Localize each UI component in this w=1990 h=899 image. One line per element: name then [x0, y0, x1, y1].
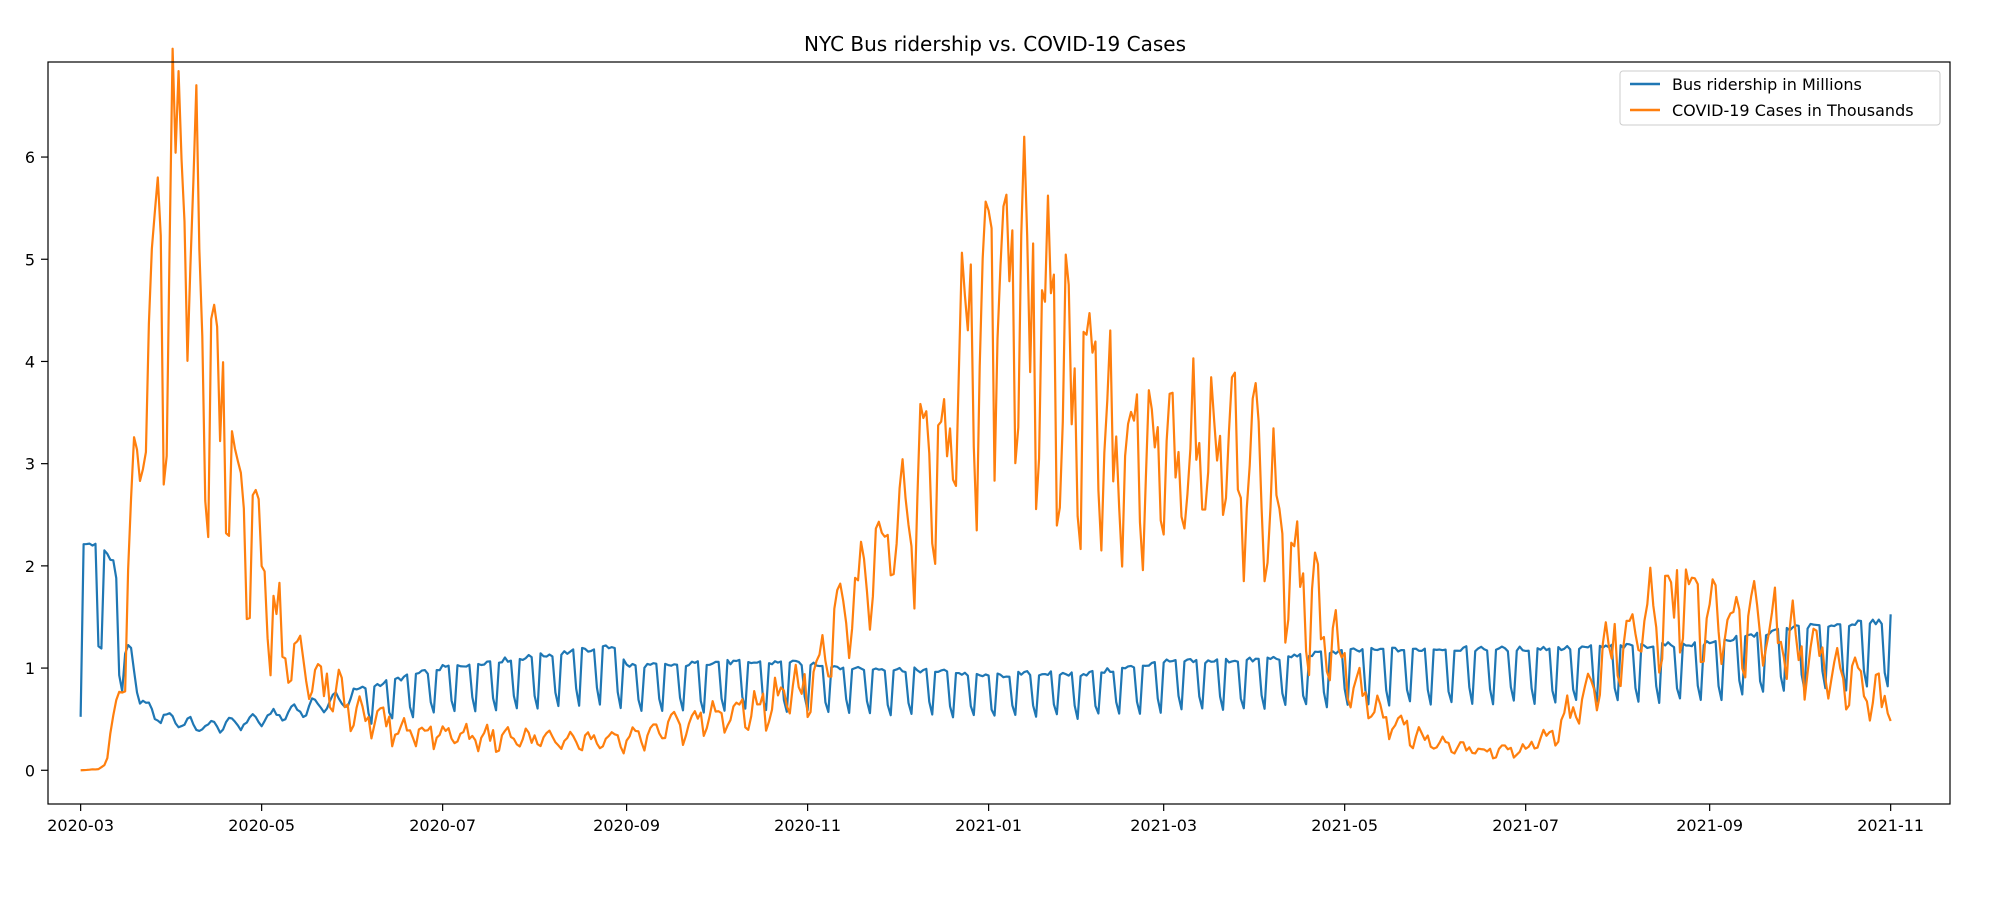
- series-line-covid-cases: [80, 47, 1892, 772]
- x-tick-label: 2021-09: [1676, 816, 1743, 835]
- y-tick-label: 1: [25, 659, 35, 678]
- x-tick-label: 2021-03: [1130, 816, 1197, 835]
- legend-label-bus-ridership: Bus ridership in Millions: [1672, 75, 1862, 94]
- y-tick-label: 0: [25, 761, 35, 780]
- x-tick-label: 2020-05: [228, 816, 295, 835]
- legend-label-covid-cases: COVID-19 Cases in Thousands: [1672, 101, 1914, 120]
- series-line-bus-ridership: [79, 542, 1892, 734]
- chart-title: NYC Bus ridership vs. COVID-19 Cases: [804, 32, 1186, 56]
- x-tick-label: 2020-09: [593, 816, 660, 835]
- y-tick-label: 3: [25, 455, 35, 474]
- legend: Bus ridership in Millions COVID-19 Cases…: [1619, 70, 1941, 126]
- y-axis: 0 1 2 3 4 5 6: [25, 148, 48, 780]
- plot-frame: [47, 61, 1951, 805]
- y-tick-label: 2: [25, 557, 35, 576]
- x-tick-label: 2021-11: [1857, 816, 1924, 835]
- y-tick-label: 5: [25, 250, 35, 269]
- x-axis: 2020-03 2020-05 2020-07 2020-09 2020-11 2021-…: [47, 804, 1924, 835]
- x-tick-label: 2020-03: [47, 816, 114, 835]
- y-tick-label: 4: [25, 352, 35, 371]
- x-tick-label: 2021-05: [1311, 816, 1378, 835]
- x-tick-label: 2020-11: [774, 816, 841, 835]
- y-tick-label: 6: [25, 148, 35, 167]
- x-tick-label: 2021-07: [1492, 816, 1559, 835]
- x-tick-label: 2021-01: [955, 816, 1022, 835]
- plot-area: [79, 47, 1892, 772]
- x-tick-label: 2020-07: [409, 816, 476, 835]
- legend-box: [1619, 70, 1941, 126]
